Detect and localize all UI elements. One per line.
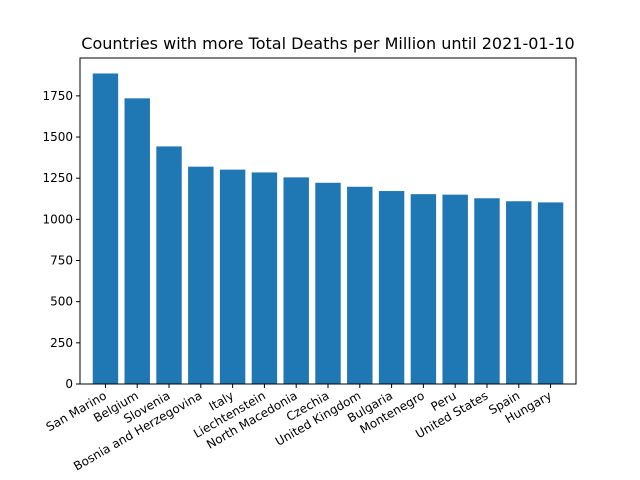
- y-tick-label: 1500: [42, 130, 73, 144]
- y-axis: 0 250 500 750 1000 1250 1500 1750: [42, 89, 80, 391]
- bar: [347, 186, 373, 384]
- y-tick-label: 1000: [42, 212, 73, 226]
- bar: [378, 191, 405, 384]
- bar: [315, 182, 341, 384]
- bar: [124, 98, 150, 385]
- bar: [156, 146, 182, 384]
- bar: [506, 201, 532, 384]
- y-tick-label: 750: [50, 254, 73, 268]
- bar: [537, 202, 564, 384]
- bars-group: [92, 73, 564, 385]
- y-tick-label: 250: [50, 336, 73, 350]
- bar: [251, 172, 278, 384]
- bar: [442, 194, 468, 384]
- y-tick-label: 1250: [42, 171, 73, 185]
- y-tick-label: 0: [65, 377, 73, 391]
- bar: [283, 177, 309, 384]
- bar: [188, 166, 214, 384]
- bar: [92, 73, 119, 384]
- bar: [410, 194, 437, 384]
- y-tick-label: 500: [50, 295, 73, 309]
- bar: [474, 198, 500, 384]
- bar: [219, 169, 246, 384]
- chart-title: Countries with more Total Deaths per Mil…: [81, 34, 574, 53]
- plot-frame: [79, 57, 577, 385]
- y-tick-label: 1750: [42, 89, 73, 103]
